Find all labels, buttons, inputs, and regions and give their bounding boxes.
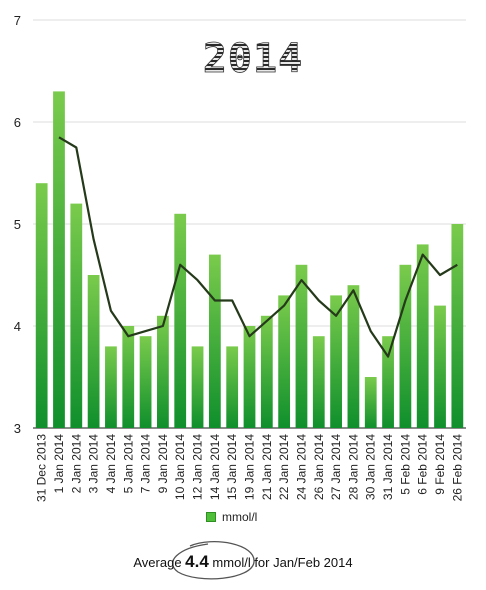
bar: [35, 183, 48, 428]
x-tick-label: 3 Jan 2014: [87, 434, 101, 494]
x-tick-label: 24 Jan 2014: [294, 434, 308, 500]
y-tick-label: 4: [14, 319, 21, 334]
bar: [399, 264, 412, 428]
x-tick-label: 7 Jan 2014: [139, 434, 153, 494]
x-tick-label: 14 Jan 2014: [208, 434, 222, 500]
x-tick-label: 28 Jan 2014: [346, 434, 360, 500]
bar: [330, 295, 342, 428]
bar: [208, 254, 221, 428]
average-summary: Average 4.4 mmol/l for Jan/Feb 2014: [0, 552, 486, 572]
bar: [70, 203, 83, 428]
average-prefix: Average: [133, 555, 186, 570]
legend-swatch: [206, 512, 216, 522]
x-tick-label: 30 Jan 2014: [364, 434, 378, 500]
bar: [174, 213, 187, 428]
x-tick-label: 26 Jan 2014: [312, 434, 326, 500]
x-tick-label: 22 Jan 2014: [277, 434, 291, 500]
bar: [226, 346, 239, 428]
bar: [157, 315, 169, 428]
bar: [122, 326, 135, 428]
x-tick-label: 4 Jan 2014: [104, 434, 118, 494]
bars: [35, 91, 464, 429]
y-tick-label: 3: [14, 421, 21, 436]
bar: [105, 346, 117, 428]
x-tick-label: 26 Feb 2014: [450, 434, 464, 502]
legend: mmol/l: [206, 510, 257, 524]
bar: [382, 336, 394, 428]
bar: [191, 346, 204, 428]
x-tick-label: 15 Jan 2014: [225, 434, 239, 500]
x-tick-label: 31 Dec 2013: [35, 434, 49, 502]
bar: [243, 326, 256, 428]
bar: [347, 285, 360, 428]
x-tick-label: 31 Jan 2014: [381, 434, 395, 500]
legend-label: mmol/l: [222, 510, 258, 524]
bar: [451, 224, 464, 428]
trend-line-layer: [58, 136, 458, 358]
x-tick-label: 12 Jan 2014: [191, 434, 205, 500]
x-tick-label: 6 Feb 2014: [416, 434, 430, 495]
bar: [87, 275, 100, 428]
bar: [295, 264, 308, 428]
x-tick-label: 21 Jan 2014: [260, 434, 274, 500]
y-tick-label: 5: [14, 217, 21, 232]
x-tick-label: 1 Jan 2014: [52, 434, 66, 494]
bar: [434, 305, 446, 428]
bar: [312, 336, 325, 428]
x-tick-label: 5 Feb 2014: [398, 434, 412, 495]
bar: [364, 377, 377, 428]
x-tick-label: 27 Jan 2014: [329, 434, 343, 500]
y-tick-label: 6: [14, 115, 21, 130]
y-axis: 3 4 5 6 7: [14, 13, 21, 436]
trend-line: [58, 136, 458, 358]
chart-title: 2014: [203, 36, 303, 82]
bar: [139, 336, 152, 428]
y-tick-label: 7: [14, 13, 21, 28]
x-tick-label: 2 Jan 2014: [69, 434, 83, 494]
x-tick-label: 19 Jan 2014: [243, 434, 257, 500]
x-axis: 31 Dec 2013 1 Jan 2014 2 Jan 2014 3 Jan 201…: [35, 434, 465, 502]
average-suffix: mmol/l for Jan/Feb 2014: [208, 555, 353, 570]
bar: [416, 244, 429, 428]
x-tick-label: 9 Feb 2014: [433, 434, 447, 495]
x-tick-label: 10 Jan 2014: [173, 434, 187, 500]
hand-drawn-circle: [172, 540, 255, 580]
bar: [260, 315, 273, 428]
x-tick-label: 5 Jan 2014: [121, 434, 135, 494]
x-tick-label: 9 Jan 2014: [156, 434, 170, 494]
average-value: 4.4: [185, 552, 209, 571]
bar: [53, 91, 65, 429]
bar: [278, 295, 291, 428]
